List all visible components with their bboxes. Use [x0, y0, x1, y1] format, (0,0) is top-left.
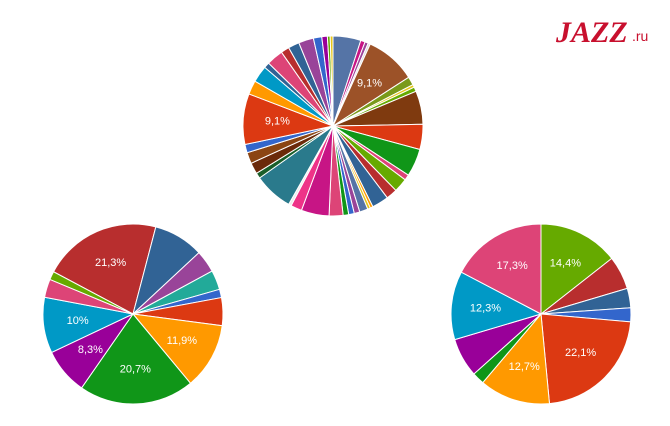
data-label: 20,7% [120, 364, 151, 376]
pie-slice [80, 313, 192, 405]
pie-slice [329, 35, 334, 127]
data-label: 11,9% [167, 335, 198, 347]
data-label: 22,1% [565, 347, 596, 359]
pie-slice [49, 271, 134, 315]
data-label: 9,1% [265, 116, 290, 128]
data-label: 12,3% [470, 302, 501, 314]
data-label: 12,7% [509, 361, 540, 373]
pie-slice [540, 223, 613, 316]
pie-slice [131, 313, 223, 384]
pie-slice [450, 271, 543, 341]
data-label: 17,3% [497, 260, 528, 272]
pie-slice [52, 223, 157, 315]
data-label: 10% [67, 315, 89, 327]
data-label: 21,3% [95, 257, 126, 269]
pie-slice [482, 312, 551, 405]
logo: JAZZ [555, 16, 628, 49]
data-label: 8,3% [78, 344, 103, 356]
pie-slice [540, 313, 632, 405]
data-label: 14,4% [550, 258, 581, 270]
logo-domain: .ru [632, 28, 648, 44]
data-label: 9,1% [357, 78, 382, 90]
pie-slice [460, 223, 542, 315]
